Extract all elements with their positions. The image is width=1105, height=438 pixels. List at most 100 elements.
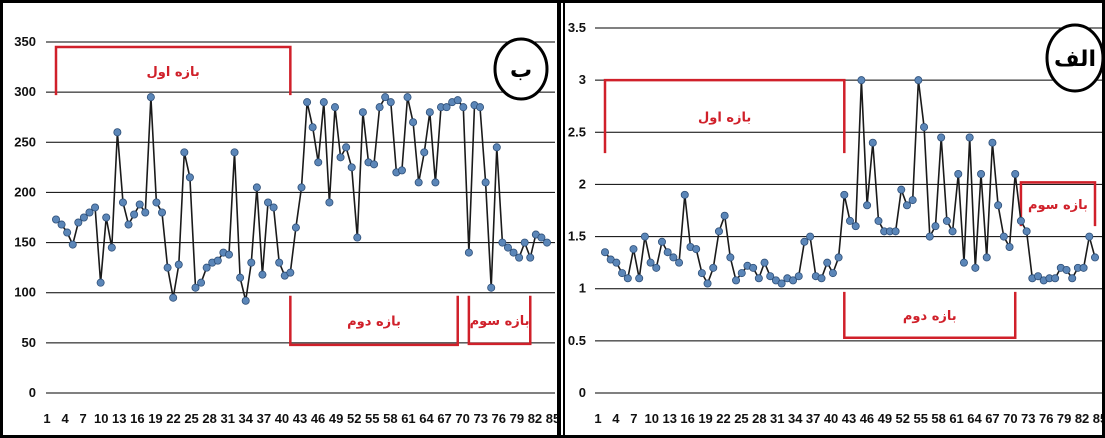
data-point <box>476 103 485 112</box>
data-point <box>937 133 946 142</box>
x-tick-label: 61 <box>401 411 415 426</box>
data-point <box>330 103 339 112</box>
x-tick-label: 4 <box>61 411 69 426</box>
y-tick-label: 50 <box>22 335 36 350</box>
x-tick-label: 43 <box>842 411 856 426</box>
data-point <box>353 233 362 242</box>
annotation-label: بازه دوم <box>903 309 957 324</box>
data-point <box>652 263 661 272</box>
x-tick-label: 85 <box>1093 411 1105 426</box>
data-point <box>224 250 233 259</box>
data-point <box>714 227 723 236</box>
x-tick-label: 1 <box>43 411 50 426</box>
data-point <box>146 93 155 102</box>
data-point <box>264 198 273 207</box>
data-point <box>158 208 167 217</box>
annotation-label: بازه سوم <box>1028 198 1088 213</box>
y-tick-label: 1.5 <box>568 229 586 244</box>
x-tick-label: 7 <box>630 411 637 426</box>
data-point <box>543 238 552 247</box>
data-point <box>902 201 911 210</box>
data-point <box>537 233 546 242</box>
x-tick-label: 19 <box>148 411 162 426</box>
data-point <box>834 253 843 262</box>
x-tick-label: 64 <box>967 411 982 426</box>
x-tick-label: 73 <box>473 411 487 426</box>
data-point <box>303 98 312 107</box>
panel-label: ب <box>510 58 532 83</box>
data-point <box>1091 253 1100 262</box>
data-point <box>91 203 100 212</box>
data-point <box>720 211 729 220</box>
data-point <box>675 258 684 267</box>
data-point <box>1068 274 1077 283</box>
data-point <box>152 198 161 207</box>
panel-label-badge <box>493 37 549 101</box>
data-point <box>319 98 328 107</box>
data-point <box>1062 265 1071 274</box>
x-tick-label: 46 <box>311 411 325 426</box>
data-point <box>370 160 379 169</box>
data-point <box>68 240 77 249</box>
data-point <box>74 218 83 227</box>
data-point <box>397 166 406 175</box>
data-point <box>999 232 1008 241</box>
data-point <box>623 274 632 283</box>
data-point <box>241 296 250 305</box>
y-tick-label: 3 <box>579 72 586 87</box>
data-point <box>197 278 206 287</box>
annotation-label: بازه سوم <box>470 314 530 329</box>
y-tick-label: 1 <box>579 281 586 296</box>
data-point <box>336 153 345 162</box>
data-point <box>806 232 815 241</box>
x-tick-label: 58 <box>383 411 397 426</box>
data-point <box>107 243 116 252</box>
data-point <box>857 76 866 85</box>
data-point <box>1085 232 1094 241</box>
data-point <box>342 143 351 152</box>
data-point <box>732 276 741 285</box>
y-tick-label: 0 <box>579 385 586 400</box>
y-tick-label: 0 <box>29 385 36 400</box>
data-point <box>420 148 429 157</box>
data-point <box>931 222 940 231</box>
x-tick-label: 76 <box>492 411 506 426</box>
data-point <box>169 293 178 302</box>
data-point <box>174 260 183 269</box>
data-point <box>635 274 644 283</box>
data-point <box>481 178 490 187</box>
data-point <box>965 133 974 142</box>
x-tick-label: 73 <box>1021 411 1035 426</box>
data-point <box>959 258 968 267</box>
data-point <box>692 245 701 254</box>
y-tick-label: 250 <box>14 134 36 149</box>
data-point <box>487 283 496 292</box>
data-point <box>863 201 872 210</box>
data-point <box>669 253 678 262</box>
x-tick-label: 76 <box>1039 411 1053 426</box>
data-point <box>442 103 451 112</box>
data-point <box>948 227 957 236</box>
annotation-bracket <box>289 295 459 347</box>
data-point <box>135 200 144 209</box>
x-tick-label: 34 <box>239 411 254 426</box>
y-tick-label: 0.5 <box>568 333 586 348</box>
data-point <box>297 183 306 192</box>
data-point <box>657 237 666 246</box>
data-point <box>515 253 524 262</box>
x-tick-label: 34 <box>788 411 803 426</box>
data-point <box>726 253 735 262</box>
data-point <box>252 183 261 192</box>
data-point <box>601 248 610 257</box>
data-point <box>800 237 809 246</box>
x-tick-label: 13 <box>662 411 676 426</box>
data-point <box>79 213 88 222</box>
data-point <box>988 138 997 147</box>
data-point <box>777 279 786 288</box>
panel-label: الف <box>1054 47 1096 72</box>
data-point <box>817 274 826 283</box>
x-tick-label: 28 <box>202 411 216 426</box>
x-tick-label: 61 <box>949 411 963 426</box>
